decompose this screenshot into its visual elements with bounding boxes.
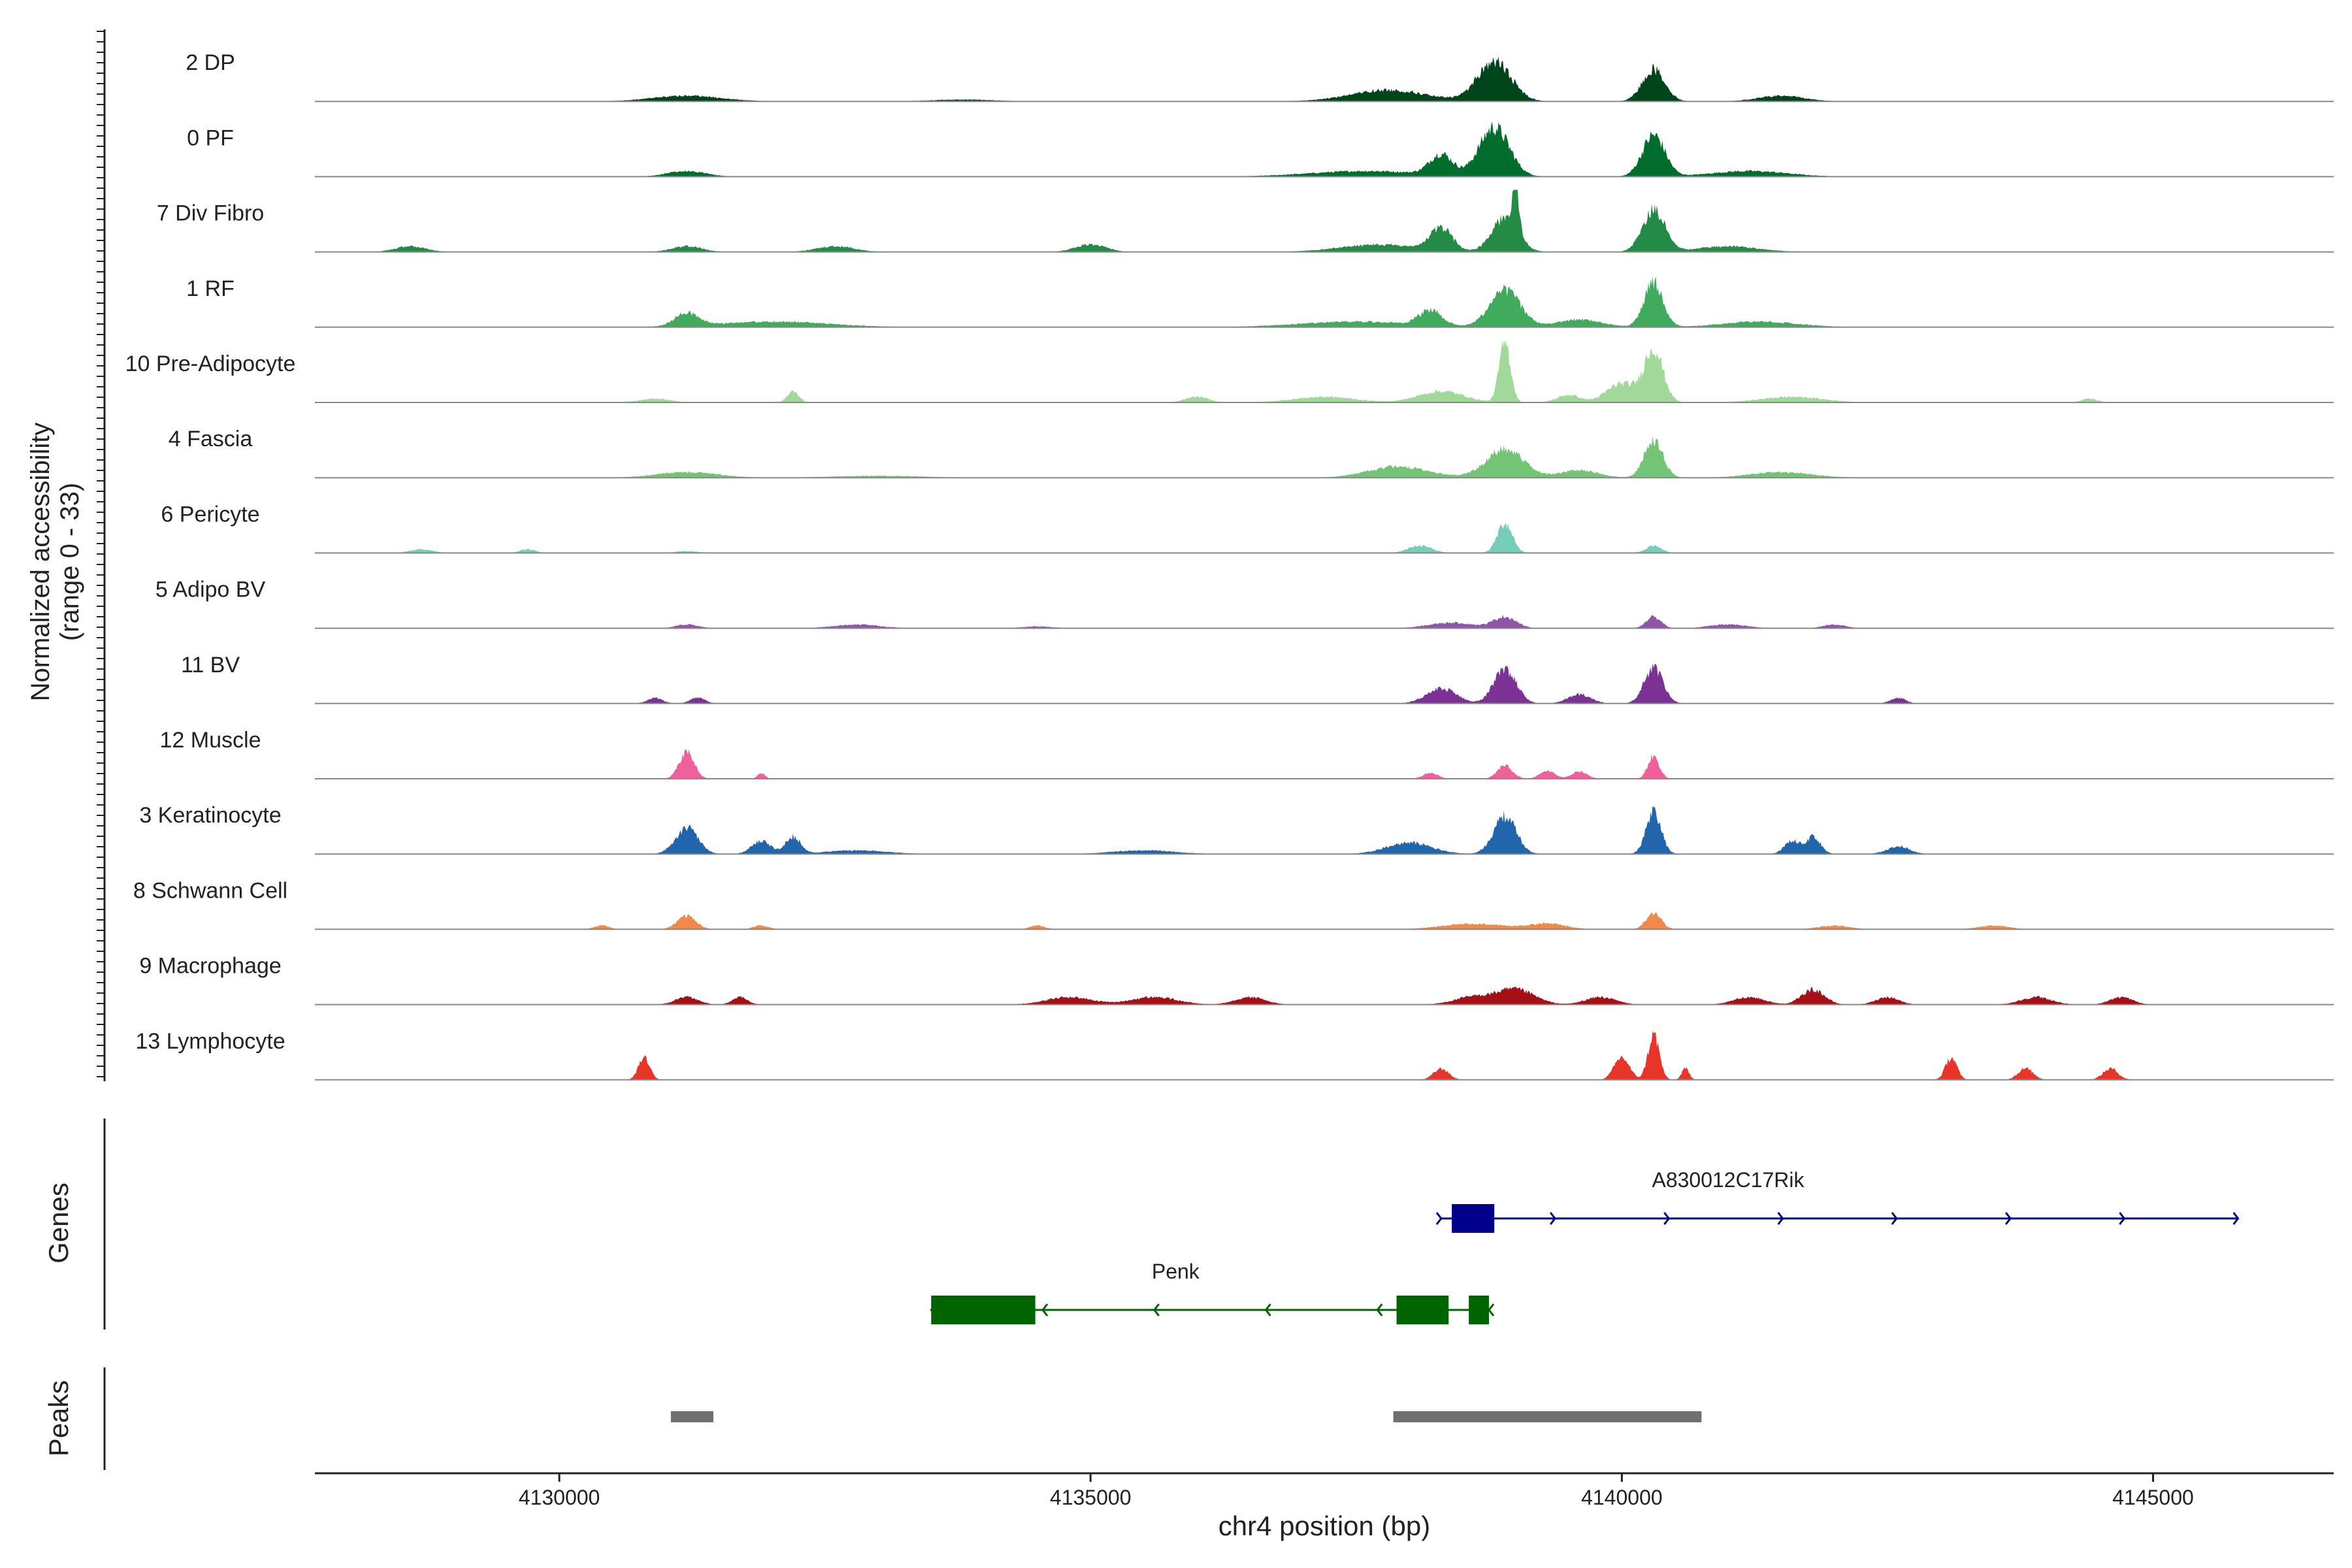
track-coverage-area: [315, 912, 2334, 930]
track-label: 3 Keratinocyte: [139, 803, 281, 828]
track-8: 11 BV: [181, 653, 2334, 704]
track-11: 8 Schwann Cell: [133, 878, 2334, 930]
track-coverage-area: [315, 436, 2334, 478]
track-2: 7 Div Fibro: [157, 189, 2334, 253]
left-axis-group: [97, 29, 106, 1081]
track-label: 6 Pericyte: [161, 502, 259, 527]
gene-strand-chevron: [2119, 1212, 2126, 1225]
gene-strand-chevron: [1435, 1212, 1443, 1225]
gene-Penk: Penk: [930, 1260, 1495, 1324]
track-label: 0 PF: [187, 125, 234, 150]
track-9: 12 Muscle: [160, 728, 2334, 779]
track-5: 4 Fascia: [169, 427, 2334, 479]
track-13: 13 Lymphocyte: [135, 1029, 2334, 1081]
gene-strand-chevron: [1152, 1303, 1160, 1316]
y-axis-range-label: (range 0 - 33): [56, 483, 84, 641]
gene-exon: [1469, 1296, 1490, 1324]
track-6: 6 Pericyte: [161, 502, 2334, 554]
gene-strand-chevron: [1041, 1303, 1049, 1316]
track-coverage-area: [315, 276, 2334, 327]
gene-strand-chevron: [1549, 1212, 1557, 1225]
track-label: 10 Pre-Adipocyte: [125, 351, 296, 376]
gene-exon: [1396, 1296, 1449, 1324]
track-1: 0 PF: [187, 122, 2334, 178]
x-tick-label: 4140000: [1581, 1486, 1663, 1509]
track-coverage-area: [315, 749, 2334, 779]
gene-name-label: A830012C17Rik: [1652, 1168, 1805, 1192]
gene-strand-chevron: [1891, 1212, 1898, 1225]
track-10: 3 Keratinocyte: [139, 803, 2334, 855]
track-label: 12 Muscle: [160, 728, 261, 753]
track-7: 5 Adipo BV: [155, 578, 2334, 629]
gene-strand-chevron: [1488, 1303, 1495, 1316]
x-tick-label: 4130000: [519, 1486, 600, 1509]
x-axis: 4130000 4135000 4140000 4145000: [315, 1472, 2334, 1509]
track-coverage-area: [315, 522, 2334, 553]
y-axis-label: Normalized accessibility: [26, 423, 55, 702]
track-label: 5 Adipo BV: [155, 578, 266, 602]
track-coverage-area: [315, 615, 2334, 629]
track-label: 9 Macrophage: [139, 954, 281, 979]
track-coverage-area: [315, 56, 2334, 102]
gene-strand-chevron: [1777, 1212, 1784, 1225]
peaks-panel: Peaks: [43, 1367, 1702, 1470]
track-label: 7 Div Fibro: [157, 201, 264, 226]
track-0: 2 DP: [186, 50, 2334, 103]
track-coverage-area: [315, 122, 2334, 177]
gene-strand-chevron: [1264, 1303, 1271, 1316]
track-label: 8 Schwann Cell: [133, 878, 287, 903]
track-coverage-area: [315, 1030, 2334, 1080]
track-coverage-area: [315, 663, 2334, 704]
track-coverage-area: [315, 986, 2334, 1005]
track-label: 13 Lymphocyte: [135, 1029, 285, 1054]
x-tick-label: 4145000: [2112, 1486, 2194, 1509]
track-label: 4 Fascia: [169, 427, 253, 451]
gene-strand-chevron: [1663, 1212, 1671, 1225]
peaks-label: Peaks: [43, 1380, 74, 1457]
track-coverage-area: [315, 340, 2334, 402]
x-axis-label: chr4 position (bp): [1218, 1511, 1431, 1541]
track-label: 11 BV: [181, 653, 240, 678]
coverage-tracks: 2 DP 0 PF 7 Div Fibro 1 RF 10 Pre-Adipocyte 4…: [125, 50, 2334, 1081]
track-label: 1 RF: [186, 276, 235, 301]
gene-exon: [931, 1296, 1036, 1324]
gene-strand-chevron: [2004, 1212, 2012, 1225]
peak-region: [670, 1411, 713, 1422]
track-4: 10 Pre-Adipocyte: [125, 340, 2334, 403]
genes-label: Genes: [43, 1183, 74, 1264]
genes-panel: Genes A830012C17Rik Penk: [43, 1119, 2240, 1330]
gene-exon: [1452, 1204, 1495, 1233]
track-12: 9 Macrophage: [139, 954, 2334, 1005]
gene-strand-chevron: [1376, 1303, 1383, 1316]
gene-A830012C17Rik: A830012C17Rik: [1435, 1168, 2240, 1233]
track-coverage-area: [315, 806, 2334, 855]
x-tick-label: 4135000: [1050, 1486, 1132, 1509]
peak-region: [1393, 1411, 1702, 1422]
track-label: 2 DP: [186, 50, 235, 75]
track-coverage-area: [315, 189, 2334, 252]
gene-strand-chevron: [2232, 1212, 2240, 1225]
track-3: 1 RF: [186, 276, 2334, 328]
gene-name-label: Penk: [1152, 1260, 1200, 1283]
